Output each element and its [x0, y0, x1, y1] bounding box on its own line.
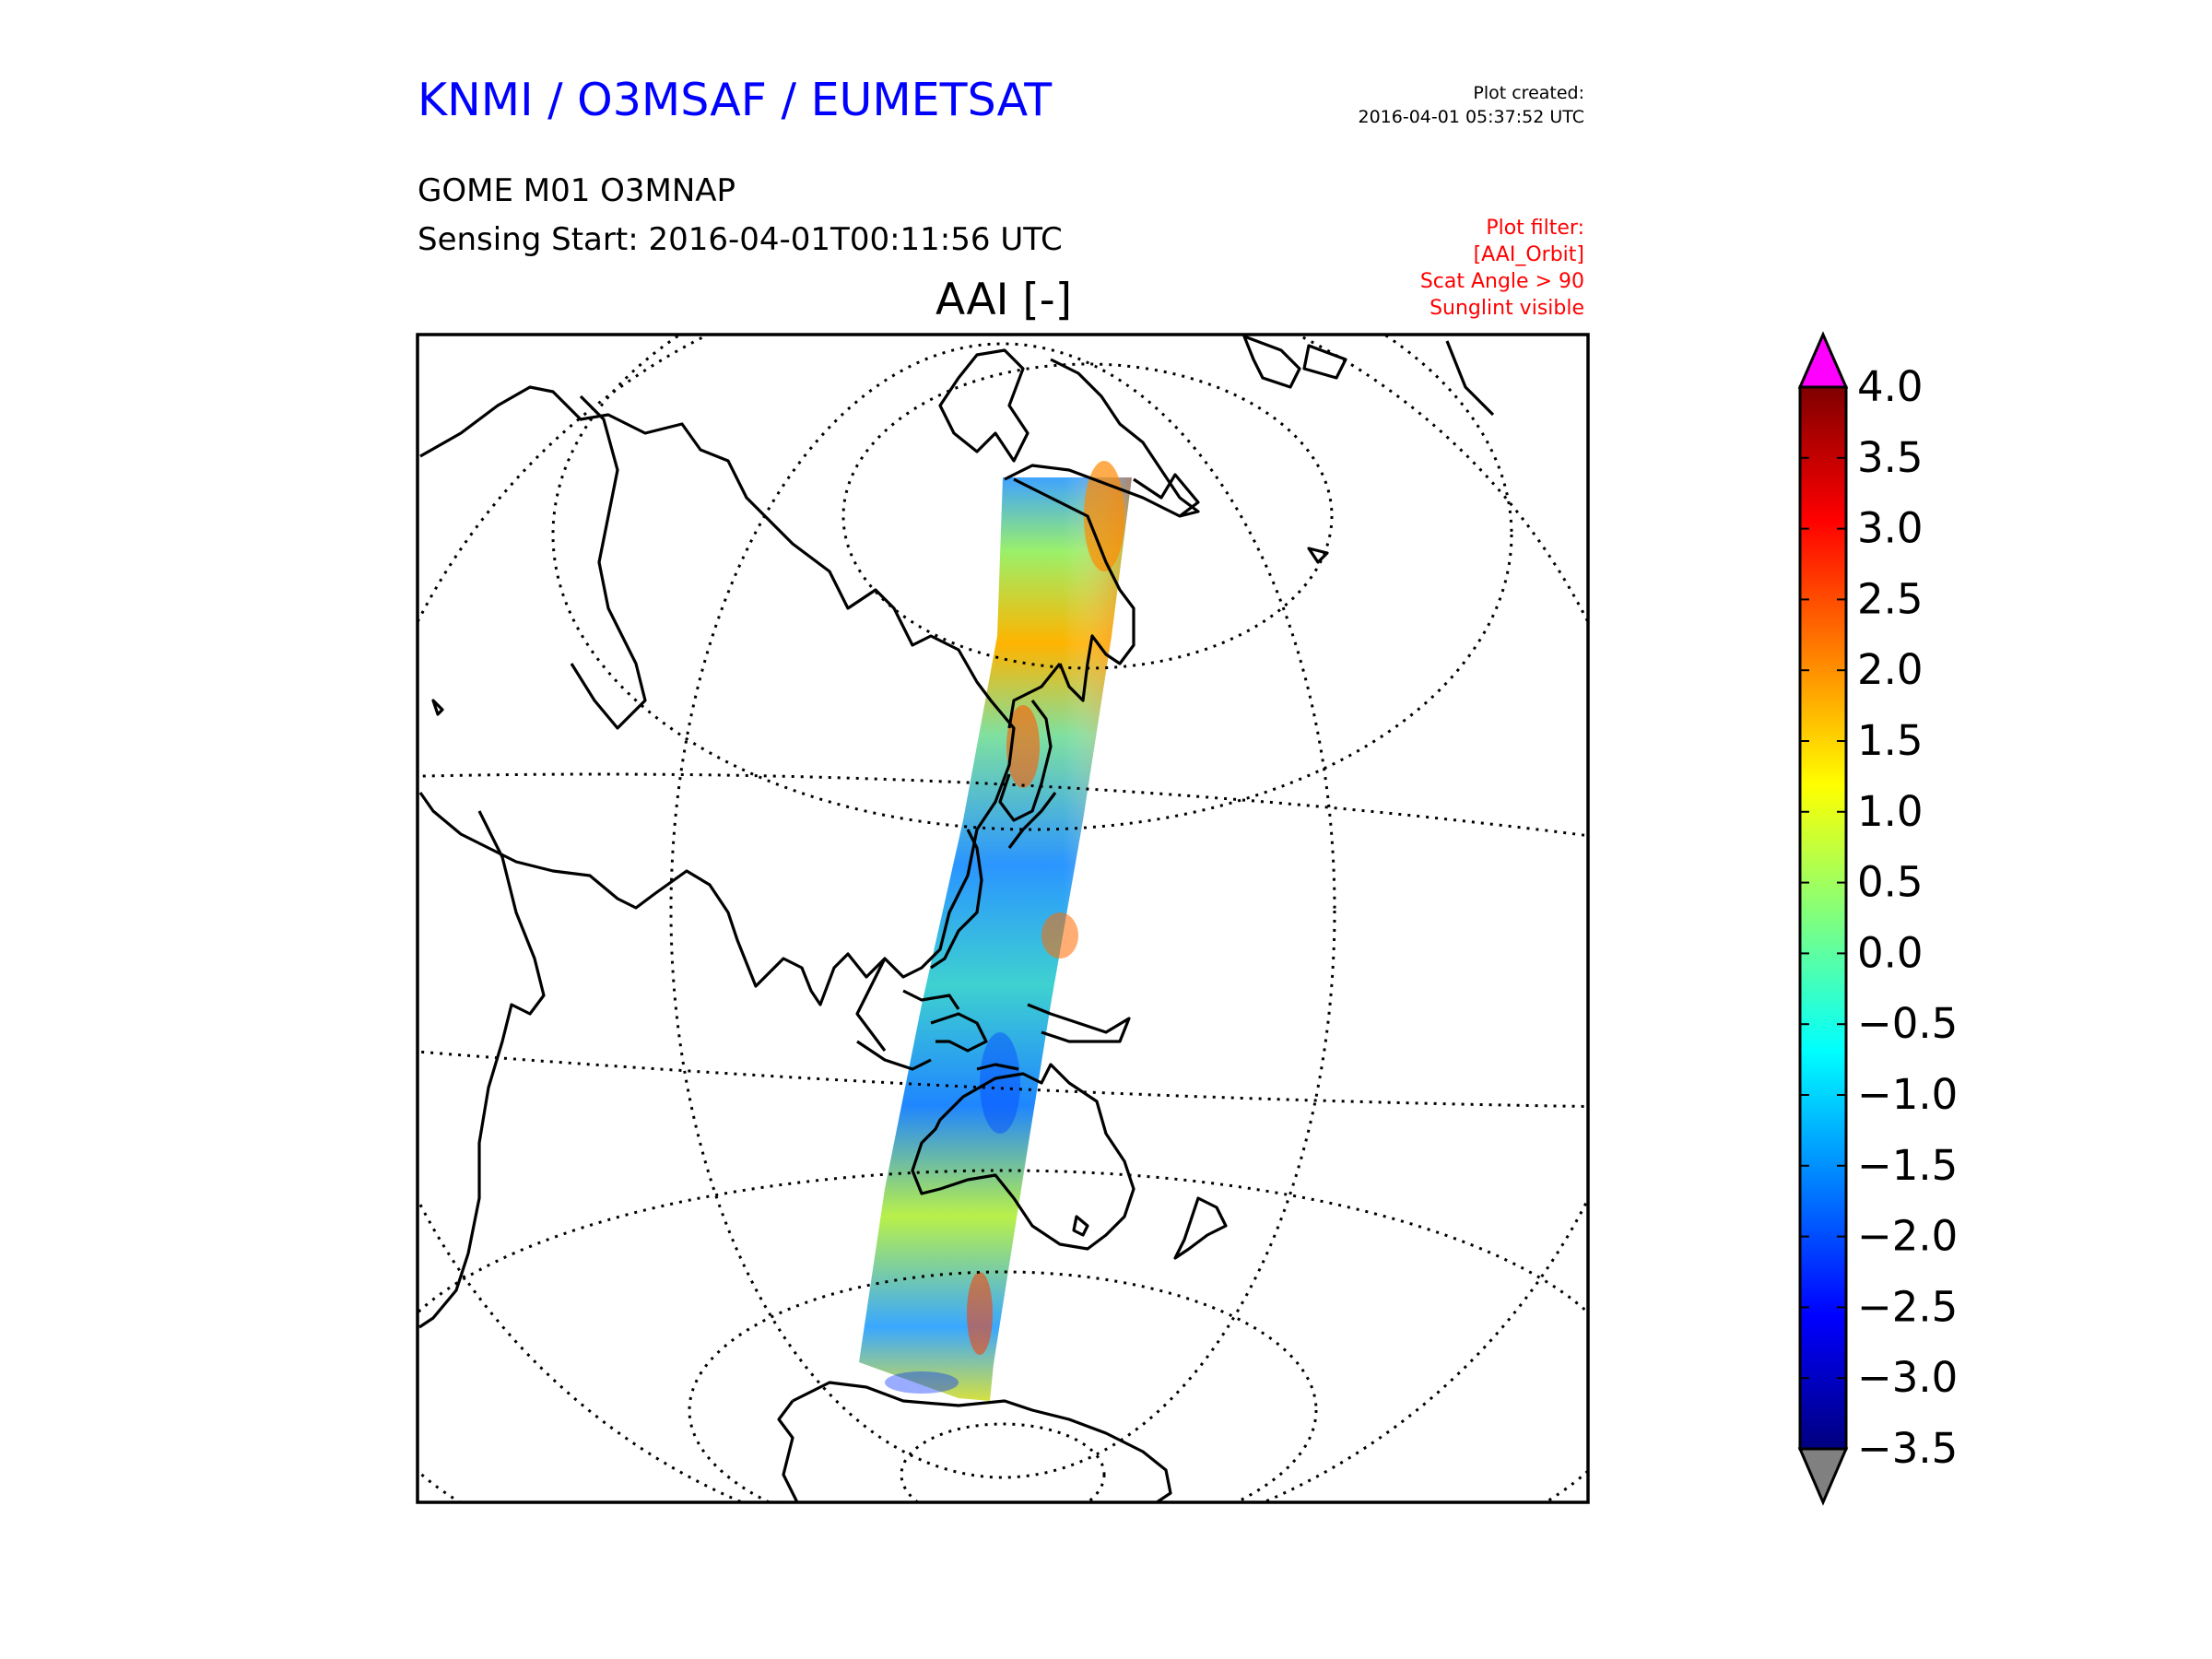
map-panel [418, 335, 1588, 1502]
colorbar-tick-label: 4.0 [1857, 362, 1924, 411]
sensing-start: Sensing Start: 2016-04-01T00:11:56 UTC [418, 221, 1063, 258]
colorbar-tick-label: 2.5 [1857, 574, 1924, 623]
plot-filter-item: Scat Angle > 90 [1419, 270, 1584, 293]
colorbar-under-triangle [1797, 1447, 1849, 1506]
colorbar-tick-label: 0.5 [1857, 858, 1924, 907]
colorbar-tick-label: 3.0 [1857, 504, 1924, 553]
colorbar-ticks: 4.0 3.5 3.0 2.5 2.0 1.5 1.0 0.5 0.0 −0.5 −1.0 −1.5 −… [1800, 362, 1958, 1473]
colorbar-tick-label: −1.5 [1857, 1141, 1958, 1190]
colorbar-tick-label: −2.5 [1857, 1282, 1958, 1331]
colorbar-tick-label: −2.0 [1857, 1212, 1958, 1261]
coastlines [418, 335, 1495, 1502]
colorbar-tick-label: −1.0 [1857, 1070, 1958, 1119]
colorbar: 4.0 3.5 3.0 2.5 2.0 1.5 1.0 0.5 0.0 −0.5 −1.0 −1.5 −… [1797, 331, 1958, 1506]
colorbar-tick-label: 0.0 [1857, 928, 1924, 977]
colorbar-tick-label: −3.0 [1857, 1353, 1958, 1402]
map-frame [416, 333, 1590, 1504]
colorbar-tick-label: 1.0 [1857, 787, 1924, 836]
product-name: GOME M01 O3MNAP [418, 172, 736, 209]
colorbar-outline [1798, 385, 1848, 1451]
colorbar-tick-label: 2.0 [1857, 645, 1924, 694]
colorbar-gradient [1800, 387, 1846, 1449]
plot-filter-item: Sunglint visible [1430, 297, 1584, 320]
plot-title: KNMI / O3MSAF / EUMETSAT [418, 74, 1053, 126]
colorbar-over-triangle [1797, 331, 1849, 389]
plot-filter-item: [AAI_Orbit] [1473, 243, 1584, 266]
colorbar-tick-label: −3.5 [1857, 1424, 1958, 1473]
plot-created-label: Plot created: [1473, 83, 1584, 103]
plot-created-time: 2016-04-01 05:37:52 UTC [1358, 107, 1585, 127]
map-title: AAI [-] [935, 275, 1073, 325]
colorbar-tick-label: 1.5 [1857, 716, 1924, 765]
colorbar-tick-label: −0.5 [1857, 999, 1958, 1048]
aai-swath [859, 461, 1132, 1401]
plot-filter-label: Plot filter: [1486, 217, 1584, 240]
colorbar-tick-label: 3.5 [1857, 433, 1924, 482]
